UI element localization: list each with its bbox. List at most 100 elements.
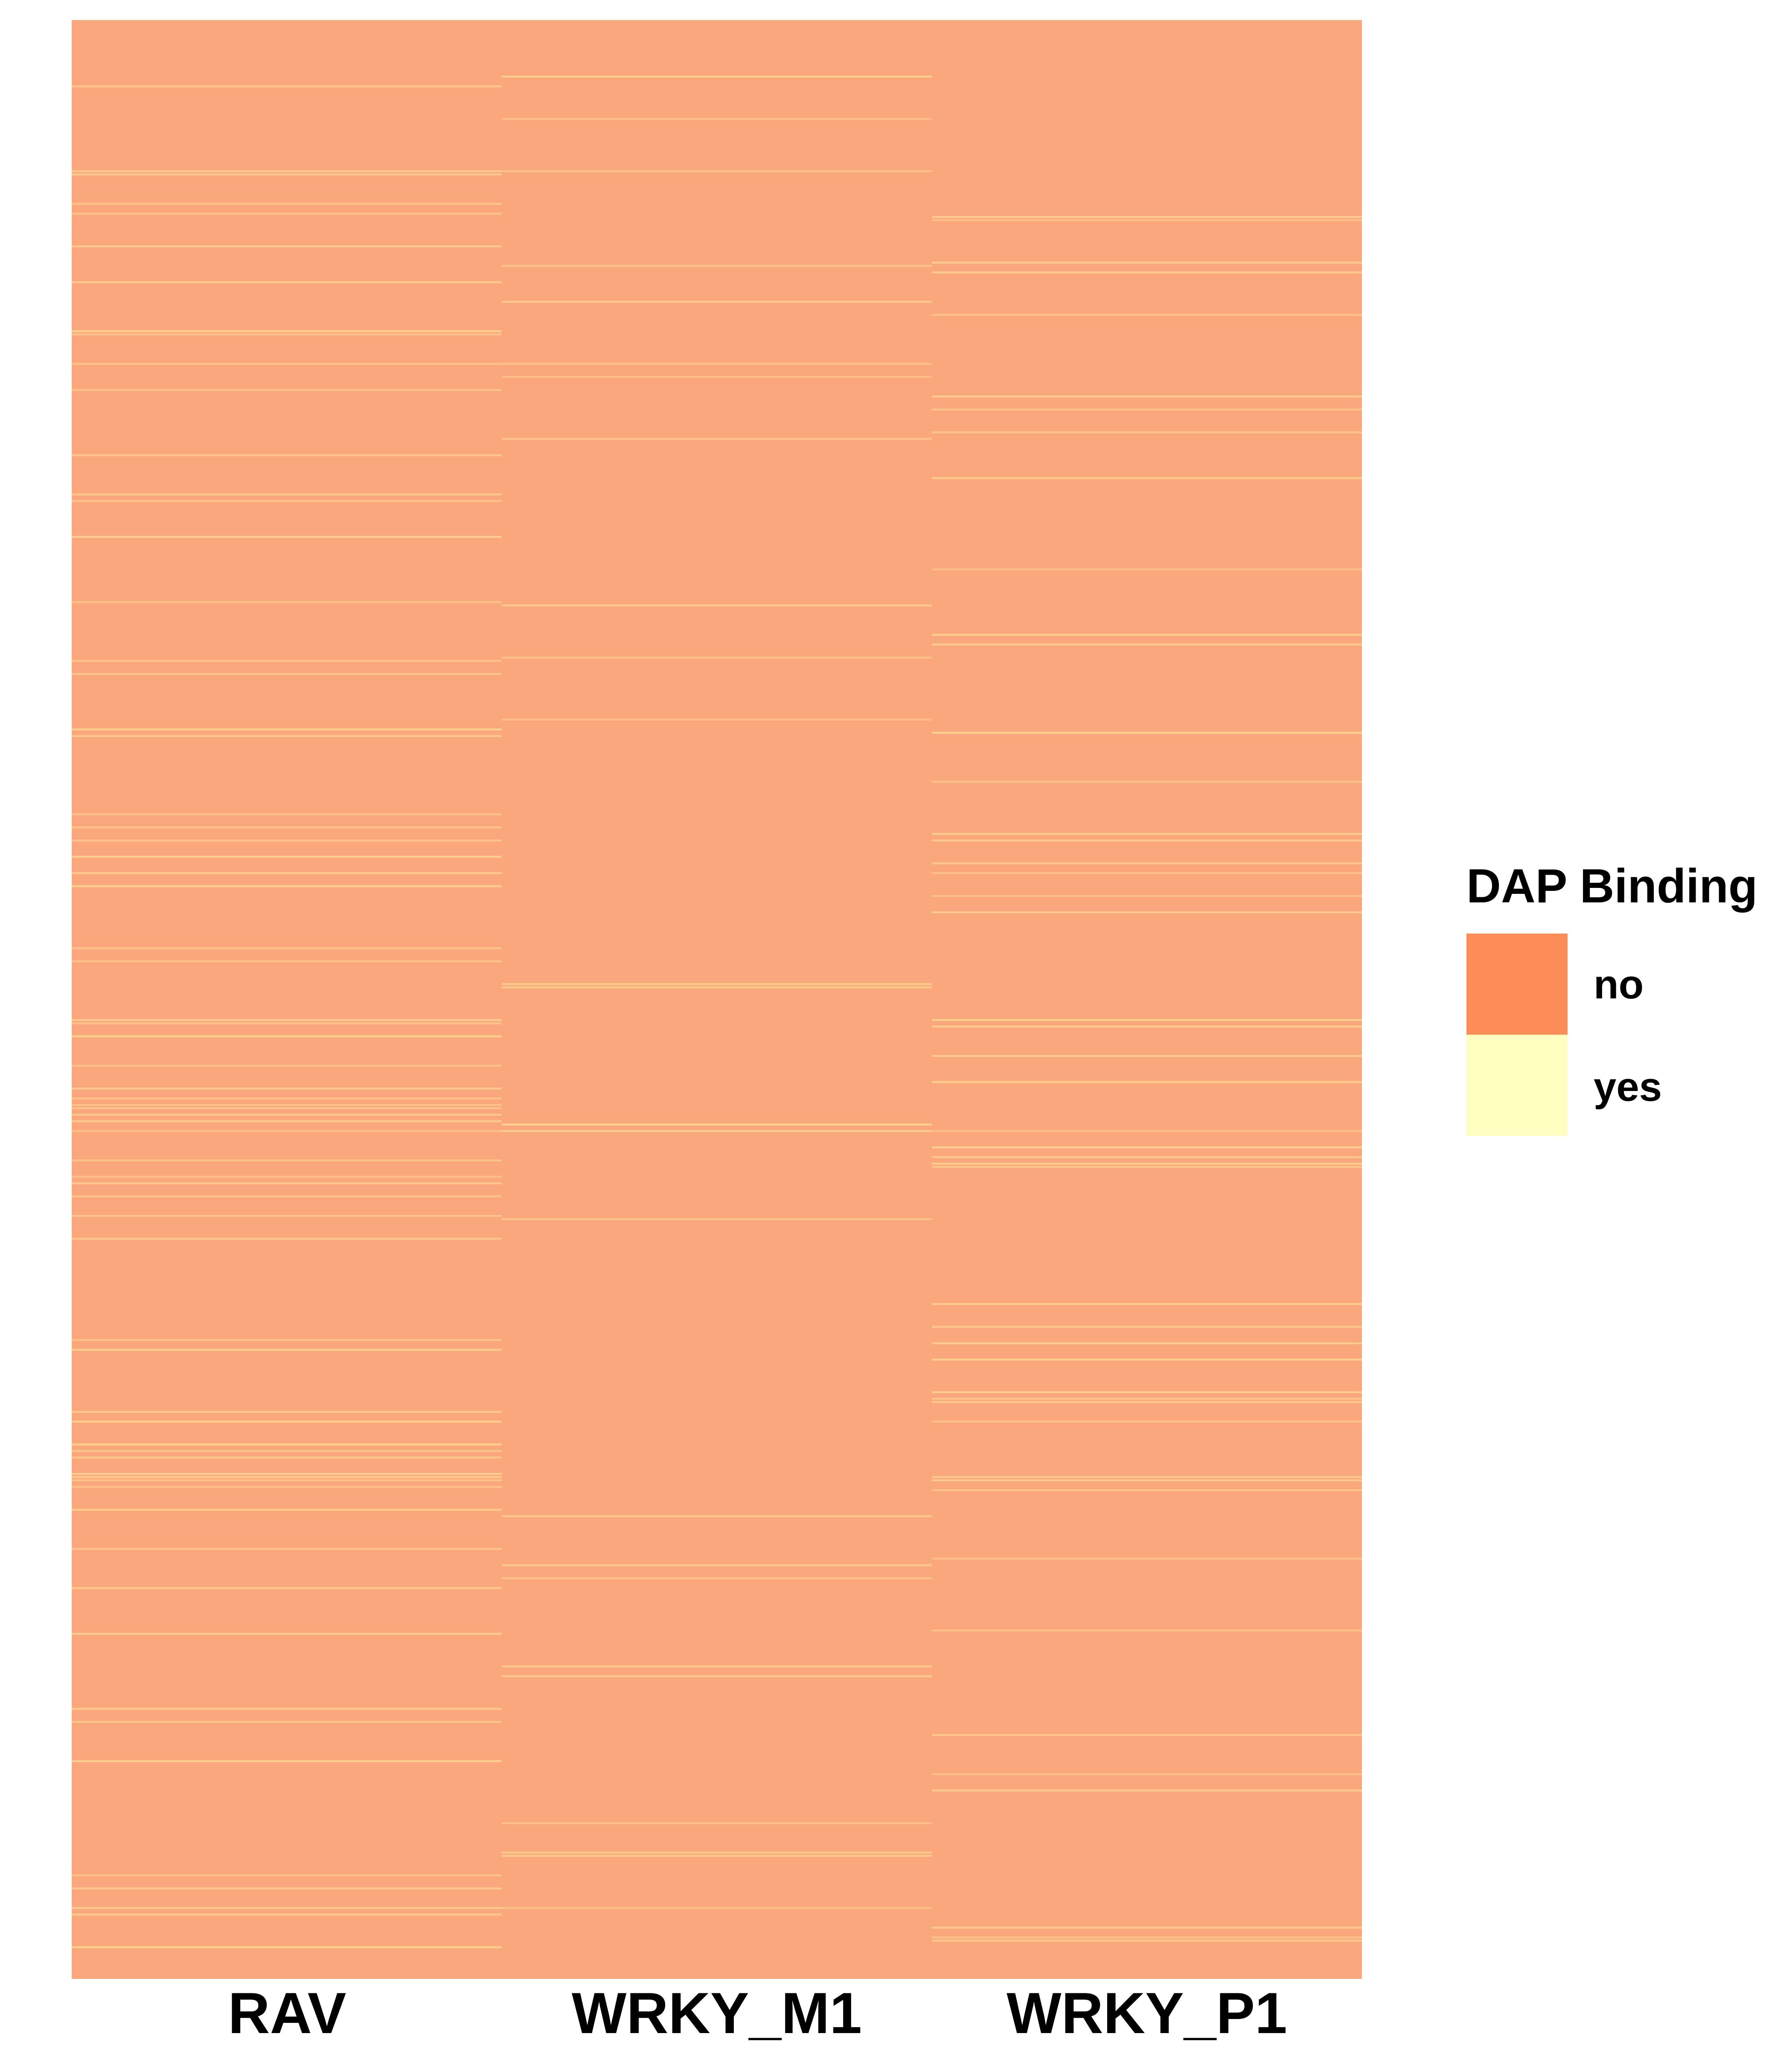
heatmap-cell-yes <box>72 660 502 662</box>
heatmap-cell-yes <box>72 170 502 172</box>
heatmap-cell-yes <box>932 1391 1362 1393</box>
heatmap-cell-yes <box>932 1420 1362 1423</box>
heatmap-column-wrky-p1 <box>932 20 1362 1979</box>
heatmap-cell-yes <box>502 76 932 78</box>
heatmap-cell-yes <box>72 601 502 603</box>
heatmap-cell-yes <box>72 1107 502 1109</box>
heatmap-cell-yes <box>72 389 502 391</box>
heatmap-cell-yes <box>502 1855 932 1857</box>
heatmap-cell-yes <box>72 1874 502 1876</box>
heatmap-cell-yes <box>932 314 1362 316</box>
heatmap-cell-yes <box>502 1851 932 1854</box>
heatmap-cell-yes <box>72 1035 502 1038</box>
heatmap-cell-yes <box>72 885 502 887</box>
heatmap-cell-yes <box>72 813 502 815</box>
column-label-wrky-p1: WRKY_P1 <box>1007 1981 1287 2045</box>
heatmap-cell-yes <box>72 1472 502 1475</box>
heatmap-cell-yes <box>502 1515 932 1518</box>
heatmap-cell-yes <box>72 735 502 737</box>
heatmap-cell-yes <box>72 454 502 457</box>
legend-label-no: no <box>1594 962 1644 1007</box>
heatmap-cell-yes <box>932 1156 1362 1158</box>
heatmap-cell-yes <box>932 1342 1362 1344</box>
heatmap-cell-yes <box>502 1907 932 1909</box>
heatmap-cell-yes <box>932 1479 1362 1481</box>
heatmap-cell-yes <box>72 826 502 829</box>
heatmap-cell-yes <box>502 1822 932 1824</box>
heatmap-cell-yes <box>72 1065 502 1067</box>
heatmap-cell-yes <box>72 85 502 87</box>
heatmap-cell-yes <box>72 1175 502 1178</box>
heatmap-cell-yes <box>72 1420 502 1423</box>
heatmap-cell-yes <box>72 1443 502 1446</box>
heatmap-cell-yes <box>932 1359 1362 1361</box>
heatmap-cell-yes <box>502 1665 932 1668</box>
heatmap-cell-yes <box>502 265 932 267</box>
heatmap-cell-yes <box>72 333 502 336</box>
heatmap-cell-yes <box>502 438 932 440</box>
heatmap-cell-yes <box>502 363 932 365</box>
column-label-rav: RAV <box>228 1981 346 2045</box>
heatmap-cell-yes <box>932 1401 1362 1403</box>
heatmap-cell-yes <box>932 1081 1362 1083</box>
heatmap-cell-yes <box>72 1587 502 1589</box>
heatmap-cell-yes <box>502 170 932 172</box>
column-label-wrky-m1: WRKY_M1 <box>572 1981 862 2045</box>
heatmap-cell-yes <box>502 1675 932 1677</box>
heatmap-cell-yes <box>72 1456 502 1459</box>
heatmap-cell-yes <box>932 1734 1362 1736</box>
heatmap-cell-yes <box>932 1926 1362 1929</box>
heatmap-cell-yes <box>72 728 502 731</box>
heatmap-cell-yes <box>72 1887 502 1890</box>
heatmap-cell-yes <box>72 493 502 496</box>
heatmap-cell-yes <box>932 408 1362 411</box>
legend-title: DAP Binding <box>1466 859 1757 913</box>
heatmap-cell-yes <box>72 947 502 949</box>
heatmap-cell-yes <box>72 1946 502 1949</box>
heatmap-cell-yes <box>72 1022 502 1024</box>
legend: DAP Binding no yes <box>1466 859 1757 1136</box>
heatmap-cell-yes <box>72 1486 502 1488</box>
heatmap-cell-yes <box>932 1166 1362 1168</box>
heatmap-cell-yes <box>72 1097 502 1100</box>
heatmap-cell-yes <box>72 1238 502 1240</box>
heatmap-cell-yes <box>502 1130 932 1132</box>
heatmap-cell-yes <box>72 535 502 538</box>
heatmap-cell-yes <box>72 1450 502 1452</box>
heatmap-cell-yes <box>932 1025 1362 1028</box>
legend-swatch-yes <box>1466 1035 1568 1136</box>
heatmap-cell-yes <box>72 872 502 874</box>
heatmap-cell-yes <box>72 1159 502 1162</box>
legend-swatch-no <box>1466 934 1568 1035</box>
heatmap-cell-yes <box>72 1913 502 1916</box>
heatmap-cell-yes <box>72 960 502 963</box>
heatmap-cell-yes <box>502 301 932 303</box>
heatmap-columns <box>72 20 1362 1979</box>
heatmap-cell-yes <box>72 1907 502 1909</box>
heatmap-cell-yes <box>932 1936 1362 1939</box>
heatmap-cell-yes <box>932 780 1362 783</box>
heatmap-cell-yes <box>502 604 932 607</box>
heatmap-cell-yes <box>932 219 1362 221</box>
heatmap-cell-yes <box>932 1130 1362 1132</box>
heatmap-cell-yes <box>932 1146 1362 1149</box>
heatmap-cell-yes <box>72 500 502 502</box>
heatmap-cell-yes <box>932 643 1362 646</box>
heatmap-cell-yes <box>72 1708 502 1710</box>
heatmap-cell-yes <box>502 719 932 721</box>
heatmap-cell-yes <box>72 673 502 675</box>
heatmap-cell-yes <box>72 281 502 283</box>
heatmap-cell-yes <box>932 1326 1362 1328</box>
heatmap-cell-yes <box>72 1721 502 1723</box>
heatmap-cell-yes <box>72 1339 502 1341</box>
heatmap-cell-yes <box>932 732 1362 734</box>
heatmap-cell-yes <box>72 363 502 365</box>
heatmap-cell-yes <box>932 271 1362 273</box>
heatmap-column-wrky-m1 <box>502 20 932 1979</box>
heatmap-cell-yes <box>72 1548 502 1550</box>
heatmap-cell-yes <box>932 895 1362 897</box>
heatmap-cell-yes <box>72 1088 502 1090</box>
heatmap-cell-yes <box>932 1489 1362 1491</box>
heatmap-cell-yes <box>502 118 932 120</box>
